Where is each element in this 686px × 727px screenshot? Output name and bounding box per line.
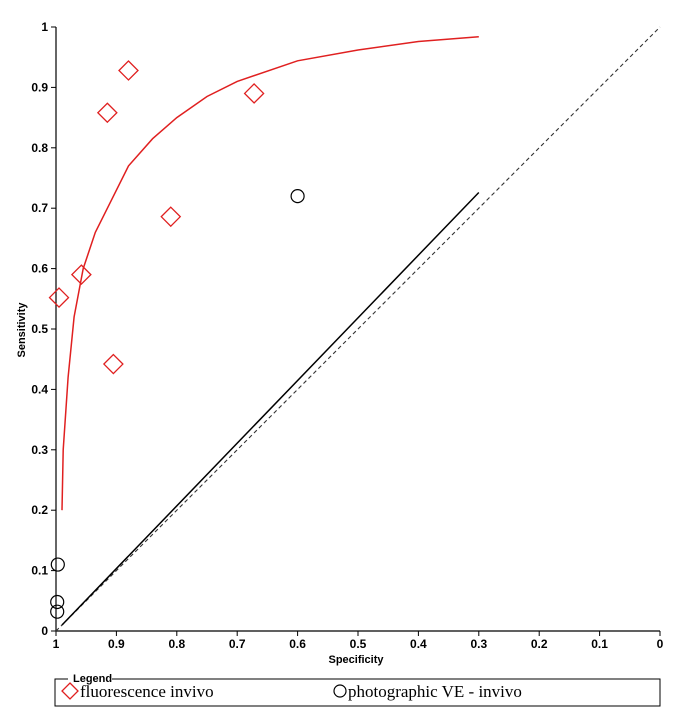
- fluorescence-data-point: [160, 206, 182, 228]
- legend-title-backdrop: [68, 671, 112, 685]
- y-tick-label: 1: [41, 20, 48, 34]
- reference-diagonal-line: [55, 26, 661, 632]
- y-tick-label: 0.2: [31, 503, 48, 517]
- fluorescence-data-point: [102, 353, 124, 375]
- fluorescence-data-point: [70, 264, 92, 286]
- x-axis-title: Specificity: [328, 654, 384, 666]
- fluorescence-data-point: [243, 83, 265, 104]
- x-tick-label: 0.8: [168, 637, 185, 651]
- photographic-sroc-curve: [61, 191, 480, 626]
- y-tick-label: 0.5: [31, 322, 48, 336]
- legend-label-photographic: photographic VE - invivo: [348, 682, 522, 701]
- fluorescence-data-point: [118, 60, 139, 81]
- photographic-data-point: [50, 594, 65, 610]
- photographic-data-point: [50, 557, 65, 572]
- x-tick-label: 0.3: [470, 637, 487, 651]
- legend-box: [54, 678, 661, 707]
- y-tick-label: 0: [41, 624, 48, 638]
- legend-diamond-marker: [61, 682, 79, 700]
- plot-area: 0 0.1 0.2 0.3 0.4 0.5 0.6 0.7 0.8 0.9 1 1 0.9 0.8 0.7 0…: [31, 20, 663, 651]
- fluorescence-data-point: [96, 102, 118, 124]
- y-axis-title: Sensitivity: [16, 302, 28, 358]
- x-tick-label: 0.4: [410, 637, 427, 651]
- y-tick-label: 0.7: [31, 201, 48, 215]
- y-tick-label: 0.8: [31, 141, 48, 155]
- x-tick-label: 0.2: [531, 637, 548, 651]
- y-tick-label: 0.9: [31, 80, 48, 94]
- x-tick-label: 0.7: [229, 637, 246, 651]
- y-tick-label: 0.1: [31, 564, 48, 578]
- x-tick-label: 0.5: [350, 637, 367, 651]
- x-tick-label: 0: [657, 637, 664, 651]
- legend-item-fluorescence: fluorescence invivo: [61, 682, 214, 701]
- legend-label-fluorescence: fluorescence invivo: [80, 682, 214, 701]
- legend-circle-marker: [333, 684, 347, 698]
- photographic-data-point: [50, 604, 65, 619]
- legend-item-photographic: photographic VE - invivo: [333, 682, 522, 701]
- legend-title: Legend: [73, 673, 112, 685]
- x-tick-label: 0.9: [108, 637, 125, 651]
- photographic-data-point: [290, 189, 305, 204]
- fluorescence-sroc-curve: [61, 35, 479, 511]
- x-tick-label: 0.1: [591, 637, 608, 651]
- x-tick-label: 1: [53, 637, 60, 651]
- y-tick-label: 0.4: [31, 382, 48, 396]
- y-tick-label: 0.6: [31, 262, 48, 276]
- y-tick-label: 0.3: [31, 443, 48, 457]
- legend: Legend fluorescence invivo photographic …: [54, 671, 661, 707]
- x-tick-label: 0.6: [289, 637, 306, 651]
- fluorescence-data-point: [48, 287, 70, 309]
